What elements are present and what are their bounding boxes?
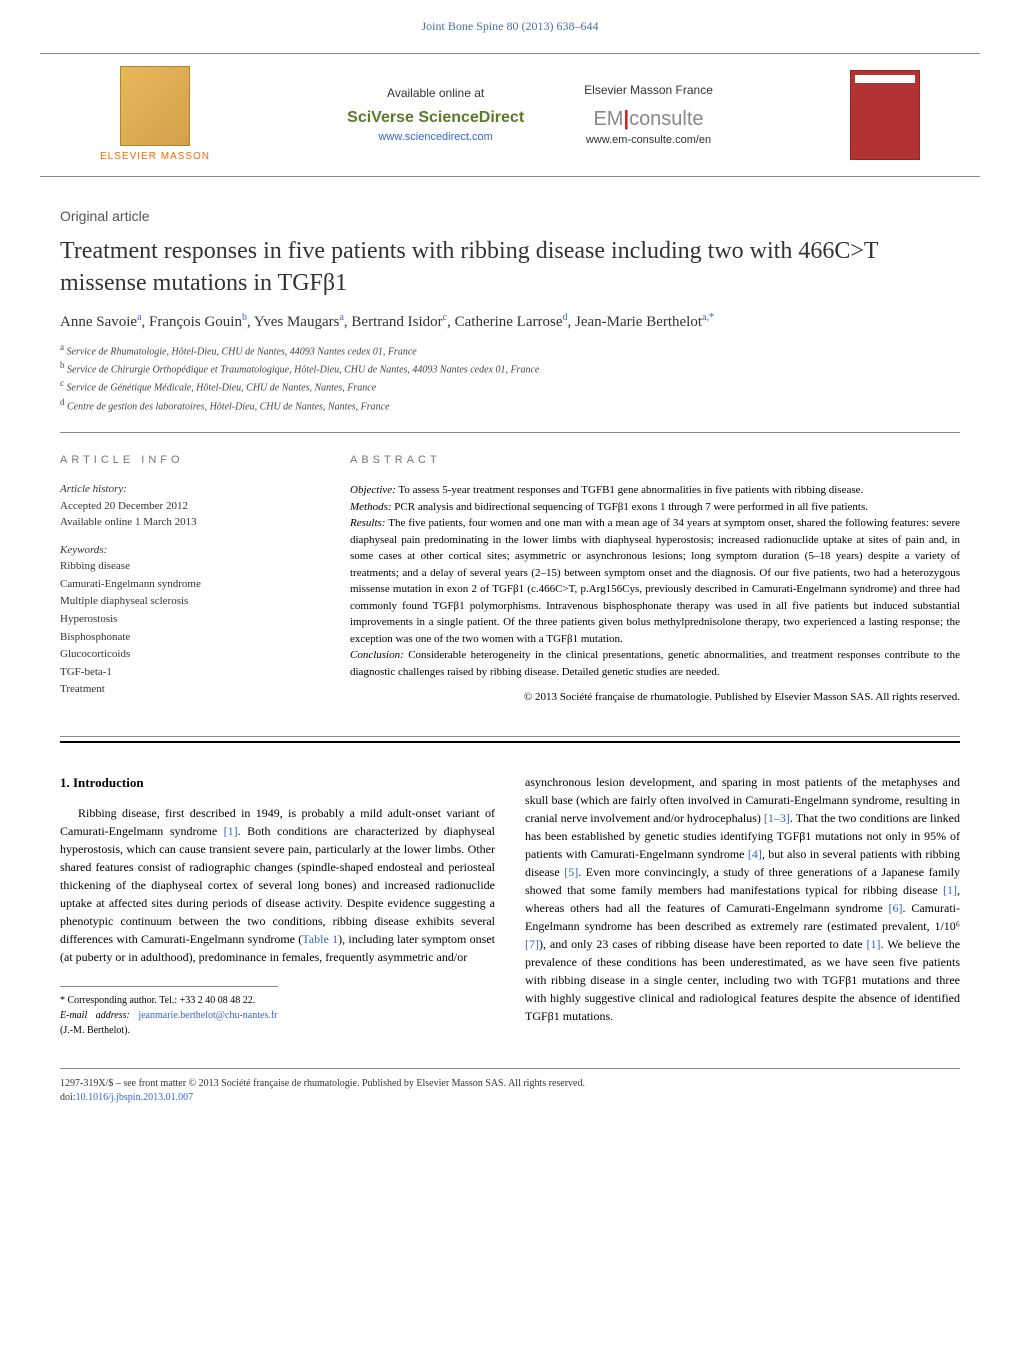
article-title: Treatment responses in five patients wit…: [60, 236, 960, 298]
section-number: 1.: [60, 775, 70, 790]
abstract-heading: ABSTRACT: [350, 453, 960, 468]
divider-line: [60, 432, 960, 433]
accepted-date: Accepted 20 December 2012: [60, 498, 320, 515]
abstract-body: Objective: To assess 5-year treatment re…: [350, 482, 960, 680]
email-address-label: E-mail address:: [60, 1010, 138, 1021]
publisher-banner: ELSEVIER MASSON Available online at SciV…: [40, 53, 980, 177]
corr-label: * Corresponding author. Tel.: +33 2 40 0…: [60, 993, 278, 1008]
journal-cover-icon: [850, 70, 920, 160]
article-info-heading: ARTICLE INFO: [60, 453, 320, 468]
conclusion-text: Considerable heterogeneity in the clinic…: [350, 649, 960, 678]
abstract-column: ABSTRACT Objective: To assess 5-year tre…: [350, 453, 960, 706]
available-online-label: Available online at: [347, 85, 524, 102]
sciencedirect-url[interactable]: www.sciencedirect.com: [347, 130, 524, 145]
body-paragraph: asynchronous lesion development, and spa…: [525, 773, 960, 1025]
em-suffix: consulte: [629, 108, 704, 130]
keywords-list: Ribbing diseaseCamurati-Engelmann syndro…: [60, 558, 320, 699]
thick-divider-line: [60, 741, 960, 743]
body-paragraph: Ribbing disease, first described in 1949…: [60, 804, 495, 966]
emconsulte-block: Elsevier Masson France EM|consulte www.e…: [584, 82, 713, 148]
page-footer: 1297-319X/$ – see front matter © 2013 So…: [60, 1068, 960, 1125]
issn-copyright: 1297-319X/$ – see front matter © 2013 So…: [60, 1077, 960, 1091]
body-columns: 1. Introduction Ribbing disease, first d…: [60, 773, 960, 1039]
doi-link[interactable]: 10.1016/j.jbspin.2013.01.007: [76, 1092, 194, 1103]
corr-name: (J.-M. Berthelot).: [60, 1025, 130, 1036]
methods-label: Methods:: [350, 501, 392, 513]
elsevier-tree-icon: [120, 66, 190, 146]
elsevier-label: ELSEVIER MASSON: [100, 150, 210, 164]
body-column-left: 1. Introduction Ribbing disease, first d…: [60, 773, 495, 1039]
journal-cover-block: [850, 70, 920, 160]
em-france-label: Elsevier Masson France: [584, 82, 713, 99]
journal-citation: Joint Bone Spine 80 (2013) 638–644: [0, 0, 1020, 43]
affiliations-list: a Service de Rhumatologie, Hôtel-Dieu, C…: [60, 341, 960, 414]
emconsulte-logo-text: EM|consulte: [584, 105, 713, 133]
conclusion-label: Conclusion:: [350, 649, 404, 661]
article-type: Original article: [60, 207, 960, 227]
keywords-label: Keywords:: [60, 543, 320, 558]
doi-label: doi:: [60, 1092, 76, 1103]
methods-text: PCR analysis and bidirectional sequencin…: [392, 501, 868, 513]
abstract-copyright: © 2013 Société française de rhumatologie…: [350, 690, 960, 705]
section-heading: 1. Introduction: [60, 773, 495, 793]
sciverse-logo-text: SciVerse ScienceDirect: [347, 107, 524, 129]
results-label: Results:: [350, 517, 385, 529]
objective-text: To assess 5-year treatment responses and…: [396, 484, 863, 496]
article-info-column: ARTICLE INFO Article history: Accepted 2…: [60, 453, 320, 706]
corresponding-author-footer: * Corresponding author. Tel.: +33 2 40 0…: [60, 986, 278, 1038]
results-text: The five patients, four women and one ma…: [350, 517, 960, 645]
section-title: Introduction: [70, 775, 144, 790]
sciencedirect-block: Available online at SciVerse ScienceDire…: [347, 85, 524, 146]
elsevier-logo-block: ELSEVIER MASSON: [100, 66, 210, 164]
emconsulte-url[interactable]: www.em-consulte.com/en: [584, 133, 713, 148]
corr-email-link[interactable]: jeanmarie.berthelot@chu-nantes.fr: [138, 1010, 277, 1021]
objective-label: Objective:: [350, 484, 396, 496]
online-date: Available online 1 March 2013: [60, 514, 320, 531]
em-prefix: EM: [593, 108, 623, 130]
authors-list: Anne Savoiea, François Gouinb, Yves Maug…: [60, 311, 960, 333]
body-column-right: asynchronous lesion development, and spa…: [525, 773, 960, 1039]
history-label: Article history:: [60, 482, 320, 497]
